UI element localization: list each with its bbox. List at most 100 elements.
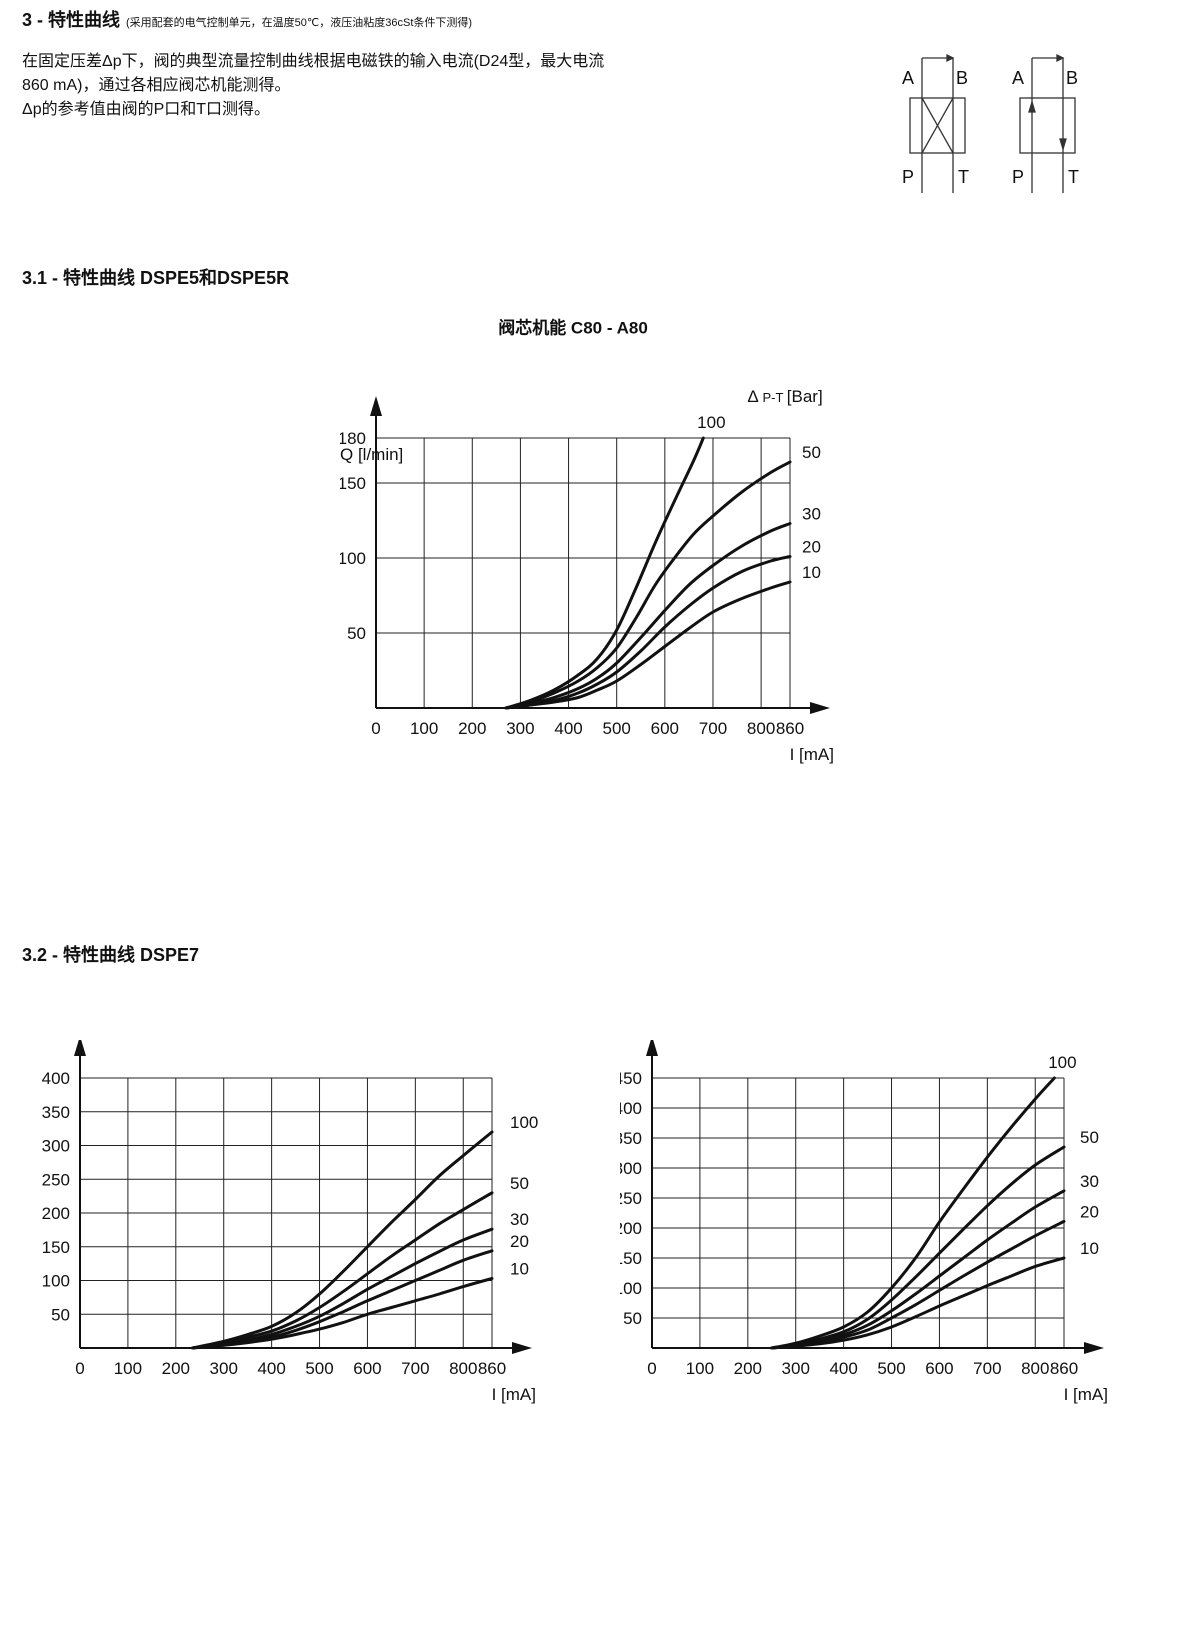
section-note: (采用配套的电气控制单元，在温度50℃，液压油粘度36cSt条件下测得) xyxy=(126,17,473,29)
chart2-y-tick-label: 100 xyxy=(620,1279,642,1298)
chart2-x-tick-label: 0 xyxy=(647,1359,656,1378)
chart1-x-tick-label: 300 xyxy=(210,1359,238,1378)
chart0-x-axis-label: I [mA] xyxy=(790,745,834,764)
chart1-y-tick-label: 200 xyxy=(42,1204,70,1223)
chart2-series-line-10 xyxy=(770,1256,1066,1350)
chart1-x-tick-label: 200 xyxy=(162,1359,190,1378)
chart2-x-tick-label: 200 xyxy=(734,1359,762,1378)
chart0-y-axis-arrow-icon xyxy=(370,396,382,416)
chart1-x-tick-label: 0 xyxy=(75,1359,84,1378)
chart2-y-tick-label: 400 xyxy=(620,1099,642,1118)
intro-line-1: 在固定压差Δp下，阀的典型流量控制曲线根据电磁铁的输入电流(D24型，最大电流 xyxy=(22,53,605,70)
chart2-y-tick-label: 450 xyxy=(620,1069,642,1088)
chart2-series-line-100 xyxy=(770,1076,1056,1350)
chart0-series-line-50 xyxy=(504,460,792,710)
chart0-series-label-30: 30 xyxy=(802,505,821,524)
chart1-series-line-10 xyxy=(191,1277,494,1350)
chart2-x-tick-label: 300 xyxy=(782,1359,810,1378)
chart2-x-tick-label: 600 xyxy=(925,1359,953,1378)
chart1-series-label-20: 20 xyxy=(510,1232,529,1251)
chart2-x-axis-arrow-icon xyxy=(1084,1342,1104,1354)
chart2-y-axis-arrow-icon xyxy=(646,1040,658,1056)
chart0-x-tick-label: 100 xyxy=(410,719,438,738)
chart0-series-line-20 xyxy=(504,555,792,710)
chart-c100-a100: 阀芯机能 C100 - A100010020030040050060070080… xyxy=(42,1040,538,1404)
symbol-right-t: T xyxy=(1068,167,1079,187)
symbol-right-p: P xyxy=(1012,167,1024,187)
chart1-y-tick-label: 50 xyxy=(51,1305,70,1324)
chart0-x-tick-label: 300 xyxy=(506,719,534,738)
chart2-x-tick-label: 700 xyxy=(973,1359,1001,1378)
symbol-left-b: B xyxy=(956,68,968,88)
chart0-title: 阀芯机能 C80 - A80 xyxy=(498,317,648,337)
section-heading: 3 - 特性曲线 (采用配套的电气控制单元，在温度50℃，液压油粘度36cSt条件… xyxy=(22,6,472,32)
valve-symbol-crossed xyxy=(909,53,966,193)
chart0-y-axis-label: Q [l/min] xyxy=(340,445,403,464)
chart2-series-label-100: 100 xyxy=(1048,1053,1076,1072)
chart1-y-tick-label: 100 xyxy=(42,1272,70,1291)
chart0-x-axis-arrow-icon xyxy=(810,702,830,714)
section-title: 3 - 特性曲线 xyxy=(22,10,121,30)
chart1-series-line-100 xyxy=(191,1130,494,1350)
chart2-x-tick-label: 860 xyxy=(1050,1359,1078,1378)
chart0-x-tick-label: 600 xyxy=(651,719,679,738)
chart1-x-tick-label: 800 xyxy=(449,1359,477,1378)
chart0-series-line-100 xyxy=(504,436,705,710)
chart1-x-axis-label: I [mA] xyxy=(492,1385,536,1404)
chart2-x-tick-label: 100 xyxy=(686,1359,714,1378)
chart0-x-tick-label: 200 xyxy=(458,719,486,738)
chart1-x-tick-label: 700 xyxy=(401,1359,429,1378)
chart0-series-line-30 xyxy=(504,522,792,710)
chart2-x-tick-label: 400 xyxy=(829,1359,857,1378)
chart-c150-a150: 阀芯机能 C150 - A150010020030040050060070080… xyxy=(620,1040,1108,1404)
valve-symbol-parallel xyxy=(1019,53,1076,193)
symbol-right-b: B xyxy=(1066,68,1078,88)
chart0-x-tick-label: 800 xyxy=(747,719,775,738)
chart2-series-line-20 xyxy=(770,1219,1066,1350)
chart2-series-line-30 xyxy=(770,1189,1066,1350)
chart1-x-tick-label: 860 xyxy=(478,1359,506,1378)
chart1-y-tick-label: 350 xyxy=(42,1103,70,1122)
section-3-2-title: 3.2 - 特性曲线 DSPE7 xyxy=(22,945,200,965)
chart0-series-line-10 xyxy=(504,580,792,710)
chart0-y-tick-label: 180 xyxy=(340,429,366,448)
chart1-x-tick-label: 100 xyxy=(114,1359,142,1378)
chart2-series-line-50 xyxy=(770,1145,1066,1350)
chart1-y-tick-label: 250 xyxy=(42,1170,70,1189)
chart0-y-tick-label: 100 xyxy=(340,549,366,568)
chart2-x-tick-label: 500 xyxy=(877,1359,905,1378)
intro-line-2: 860 mA)，通过各相应阀芯机能测得。 xyxy=(22,77,291,94)
chart2-series-label-50: 50 xyxy=(1080,1128,1099,1147)
chart0-x-tick-label: 700 xyxy=(699,719,727,738)
symbol-left-p: P xyxy=(902,167,914,187)
chart1-x-axis-arrow-icon xyxy=(512,1342,532,1354)
chart0-x-tick-label: 500 xyxy=(603,719,631,738)
intro-line-3: Δp的参考值由阀的P口和T口测得。 xyxy=(22,101,271,118)
chart2-y-tick-label: 250 xyxy=(620,1189,642,1208)
chart2-y-tick-label: 50 xyxy=(623,1309,642,1328)
chart1-y-axis-arrow-icon xyxy=(74,1040,86,1056)
chart1-y-tick-label: 150 xyxy=(42,1238,70,1257)
intro-text: 在固定压差Δp下，阀的典型流量控制曲线根据电磁铁的输入电流(D24型，最大电流 … xyxy=(22,50,742,122)
symbol-left-a: A xyxy=(902,68,914,88)
chart1-x-tick-label: 500 xyxy=(305,1359,333,1378)
chart0-series-label-100: 100 xyxy=(697,413,725,432)
chart2-y-tick-label: 150 xyxy=(620,1249,642,1268)
chart2-y-tick-label: 200 xyxy=(620,1219,642,1238)
chart0-series-label-20: 20 xyxy=(802,538,821,557)
chart1-y-tick-label: 400 xyxy=(42,1069,70,1088)
chart0-legend-title: Δ P-T [Bar] xyxy=(747,387,822,406)
chart1-x-tick-label: 400 xyxy=(257,1359,285,1378)
chart0-y-tick-label: 50 xyxy=(347,624,366,643)
symbol-left-t: T xyxy=(958,167,969,187)
chart2-y-tick-label: 350 xyxy=(620,1129,642,1148)
chart2-series-label-10: 10 xyxy=(1080,1239,1099,1258)
chart-c80-a80: 阀芯机能 C80 - A80 0 100 200 300 400 500 600 700 800 8… xyxy=(340,317,834,764)
chart1-series-label-10: 10 xyxy=(510,1259,529,1278)
symbol-right-a: A xyxy=(1012,68,1024,88)
section-3-1-title: 3.1 - 特性曲线 DSPE5和DSPE5R xyxy=(22,268,290,288)
chart1-series-line-50 xyxy=(191,1191,494,1350)
chart0-y-tick-label: 150 xyxy=(340,474,366,493)
chart0-x-tick-label: 860 xyxy=(776,719,804,738)
chart1-series-label-30: 30 xyxy=(510,1210,529,1229)
